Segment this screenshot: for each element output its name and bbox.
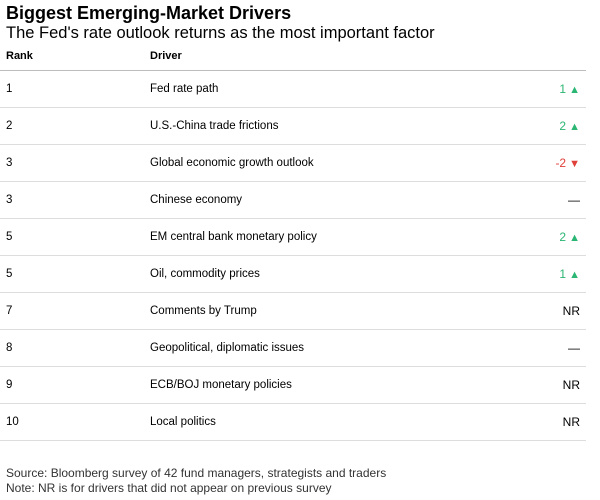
rank-cell: 1 — [6, 83, 13, 95]
table-row: 1 Fed rate path 1 ▲ — [0, 71, 586, 108]
driver-cell: Comments by Trump — [150, 305, 257, 317]
drivers-table: Rank Driver 1 Fed rate path 1 ▲ 2 U.S.-China … — [0, 46, 586, 441]
change-value: NR — [562, 304, 580, 318]
change-value: 2 — [559, 119, 567, 133]
change-value: — — [568, 341, 580, 355]
rank-cell: 8 — [6, 342, 13, 354]
table-row: 9 ECB/BOJ monetary policies NR — [0, 367, 586, 404]
chart-subtitle: The Fed's rate outlook returns as the mo… — [6, 24, 435, 42]
table-row: 5 Oil, commodity prices 1 ▲ — [0, 256, 586, 293]
table-header: Rank Driver — [0, 46, 586, 71]
rank-cell: 9 — [6, 379, 13, 391]
table-row: 3 Chinese economy — — [0, 182, 586, 219]
change-cell: NR — [563, 304, 580, 318]
rank-cell: 2 — [6, 120, 13, 132]
change-value: 1 — [559, 82, 567, 96]
change-cell: 1 ▲ — [559, 82, 580, 96]
change-value: 2 — [559, 230, 567, 244]
driver-column-header: Driver — [150, 50, 182, 62]
rank-cell: 5 — [6, 268, 13, 280]
rank-column-header: Rank — [6, 50, 33, 62]
source-text: Source: Bloomberg survey of 42 fund mana… — [6, 466, 387, 480]
change-cell: 1 ▲ — [559, 267, 580, 281]
change-cell: 2 ▲ — [559, 119, 580, 133]
triangle-up-icon: ▲ — [569, 84, 580, 96]
driver-cell: U.S.-China trade frictions — [150, 120, 279, 132]
table-row: 7 Comments by Trump NR — [0, 293, 586, 330]
change-cell: — — [568, 341, 580, 355]
rank-cell: 7 — [6, 305, 13, 317]
change-value: 1 — [559, 267, 567, 281]
driver-cell: Oil, commodity prices — [150, 268, 260, 280]
triangle-up-icon: ▲ — [569, 121, 580, 133]
rank-cell: 5 — [6, 231, 13, 243]
change-value: — — [568, 193, 580, 207]
driver-cell: Local politics — [150, 416, 216, 428]
rank-cell: 3 — [6, 194, 13, 206]
driver-cell: Chinese economy — [150, 194, 243, 206]
triangle-up-icon: ▲ — [569, 232, 580, 244]
change-value: NR — [562, 378, 580, 392]
change-cell: — — [568, 193, 580, 207]
change-cell: -2 ▼ — [555, 156, 580, 170]
change-cell: 2 ▲ — [559, 230, 580, 244]
driver-cell: ECB/BOJ monetary policies — [150, 379, 292, 391]
driver-cell: Global economic growth outlook — [150, 157, 314, 169]
change-value: NR — [562, 415, 580, 429]
driver-cell: Fed rate path — [150, 83, 219, 95]
chart-title: Biggest Emerging-Market Drivers — [6, 3, 292, 23]
driver-cell: Geopolitical, diplomatic issues — [150, 342, 305, 354]
driver-cell: EM central bank monetary policy — [150, 231, 317, 243]
table-row: 8 Geopolitical, diplomatic issues — — [0, 330, 586, 367]
rank-cell: 3 — [6, 157, 13, 169]
change-cell: NR — [563, 378, 580, 392]
note-text: Note: NR is for drivers that did not app… — [6, 481, 332, 495]
triangle-up-icon: ▲ — [569, 269, 580, 281]
source-notes: Source: Bloomberg survey of 42 fund mana… — [6, 466, 386, 496]
table-row: 2 U.S.-China trade frictions 2 ▲ — [0, 108, 586, 145]
table-row: 10 Local politics NR — [0, 404, 586, 441]
table-row: 5 EM central bank monetary policy 2 ▲ — [0, 219, 586, 256]
change-value: -2 — [555, 156, 567, 170]
rank-cell: 10 — [6, 416, 19, 428]
table-body: 1 Fed rate path 1 ▲ 2 U.S.-China trade fricti… — [0, 71, 586, 441]
table-row: 3 Global economic growth outlook -2 ▼ — [0, 145, 586, 182]
triangle-down-icon: ▼ — [569, 158, 580, 170]
change-cell: NR — [563, 415, 580, 429]
